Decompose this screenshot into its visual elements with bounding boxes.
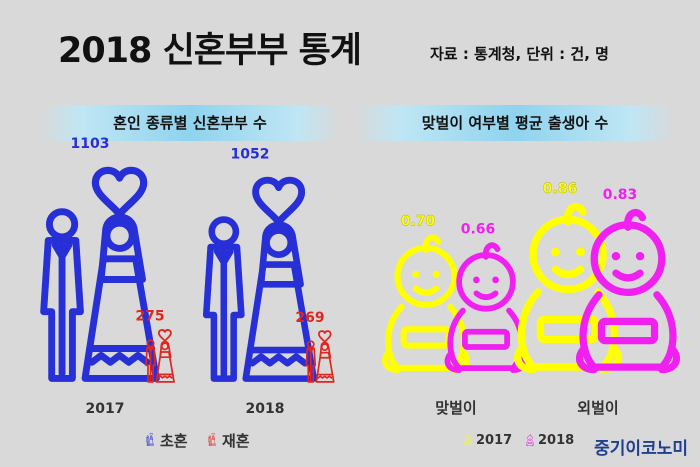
baby-icon-2018-외벌이 — [575, 208, 681, 374]
couple-icon-재혼-2018 — [305, 330, 335, 383]
page-title: 2018 신혼부부 통계 — [58, 31, 362, 71]
legend-swatch-2017 — [464, 434, 472, 447]
couple-icon-초혼-2018 — [202, 176, 318, 382]
baby-icon-2017-맞벌이 — [382, 234, 470, 374]
source-note: 자료 : 통계청, 단위 : 건, 명 — [430, 45, 609, 63]
category-label-외벌이: 외벌이 — [577, 399, 618, 417]
legend-label-2017: 2017 — [476, 433, 512, 448]
legend-label-2018: 2018 — [538, 433, 574, 448]
value-label-초혼-2018: 1052 — [231, 147, 270, 163]
couple-icon-재혼-2017 — [145, 329, 175, 383]
chart-title-births: 맞벌이 여부별 평균 출생아 수 — [355, 105, 675, 141]
legend-label-초혼: 초혼 — [160, 432, 188, 450]
category-label-2018: 2018 — [246, 401, 285, 417]
legend-swatch-2018 — [526, 434, 534, 447]
publisher-credit: 중기이코노미 — [594, 439, 688, 459]
value-label-2017-맞벌이: 0.70 — [401, 214, 436, 230]
value-label-2018-맞벌이: 0.66 — [461, 222, 496, 238]
value-label-재혼-2017: 275 — [135, 309, 164, 325]
legend-label-재혼: 재혼 — [222, 432, 250, 450]
legend-swatch-재혼 — [208, 432, 216, 446]
category-label-2017: 2017 — [86, 401, 125, 417]
category-label-맞벌이: 맞벌이 — [435, 399, 476, 417]
value-label-초혼-2017: 1103 — [71, 136, 110, 152]
value-label-2018-외벌이: 0.83 — [603, 187, 638, 203]
chart-title-marriage-type: 혼인 종류별 신혼부부 수 — [40, 105, 340, 141]
value-label-2017-외벌이: 0.86 — [543, 181, 578, 197]
legend-swatch-초혼 — [146, 432, 154, 446]
value-label-재혼-2018: 269 — [295, 310, 324, 326]
baby-icon-2018-맞벌이 — [444, 242, 528, 373]
couple-icon-초혼-2017 — [40, 166, 160, 382]
